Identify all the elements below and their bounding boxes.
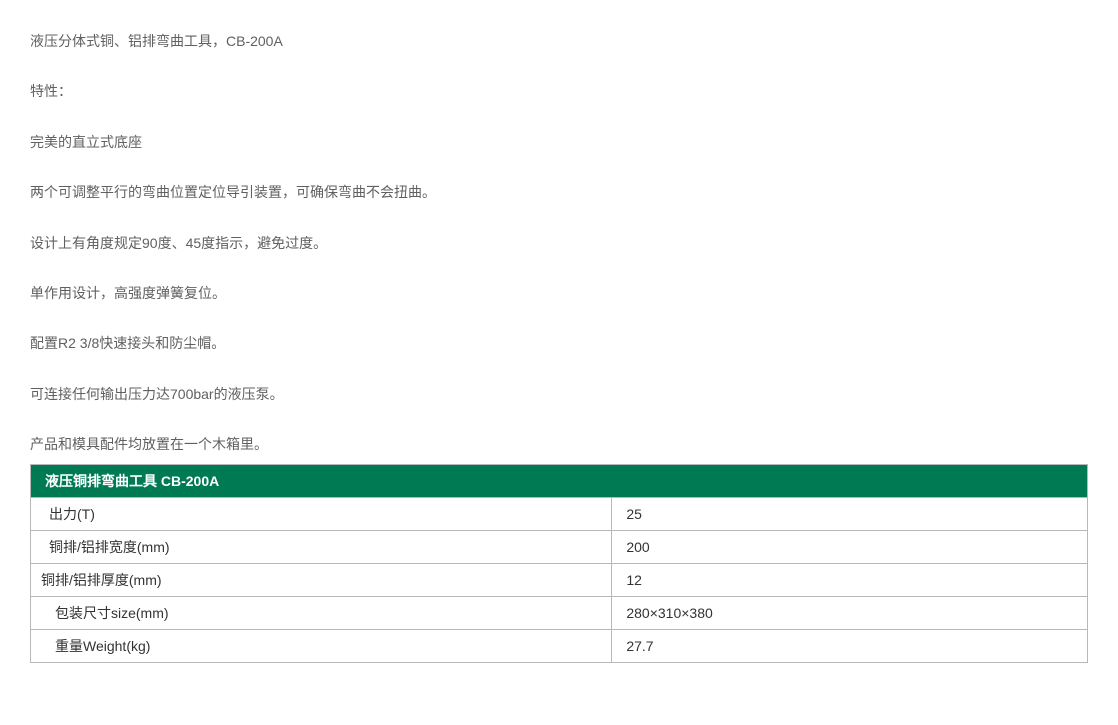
spec-table: 液压铜排弯曲工具 CB-200A 出力(T) 25 铜排/铝排宽度(mm) 20… xyxy=(30,464,1088,663)
table-cell-label: 出力(T) xyxy=(31,497,612,530)
table-cell-value: 12 xyxy=(612,563,1088,596)
table-cell-label: 铜排/铝排宽度(mm) xyxy=(31,530,612,563)
product-description: 液压分体式铜、铝排弯曲工具，CB-200A 特性： 完美的直立式底座 两个可调整… xyxy=(30,30,1088,456)
table-cell-label: 铜排/铝排厚度(mm) xyxy=(31,563,612,596)
desc-line-6: 配置R2 3/8快速接头和防尘帽。 xyxy=(30,332,1088,354)
desc-line-0: 液压分体式铜、铝排弯曲工具，CB-200A xyxy=(30,30,1088,52)
table-row: 出力(T) 25 xyxy=(31,497,1088,530)
table-cell-label: 包装尺寸size(mm) xyxy=(31,596,612,629)
table-cell-value: 280×310×380 xyxy=(612,596,1088,629)
desc-line-8: 产品和模具配件均放置在一个木箱里。 xyxy=(30,433,1088,455)
table-cell-value: 27.7 xyxy=(612,629,1088,662)
desc-line-4: 设计上有角度规定90度、45度指示，避免过度。 xyxy=(30,232,1088,254)
desc-line-5: 单作用设计，高强度弹簧复位。 xyxy=(30,282,1088,304)
desc-line-1: 特性： xyxy=(30,80,1088,102)
desc-line-7: 可连接任何输出压力达700bar的液压泵。 xyxy=(30,383,1088,405)
table-cell-value: 25 xyxy=(612,497,1088,530)
desc-line-3: 两个可调整平行的弯曲位置定位导引装置，可确保弯曲不会扭曲。 xyxy=(30,181,1088,203)
table-cell-label: 重量Weight(kg) xyxy=(31,629,612,662)
table-row: 重量Weight(kg) 27.7 xyxy=(31,629,1088,662)
table-row: 铜排/铝排宽度(mm) 200 xyxy=(31,530,1088,563)
table-row: 包装尺寸size(mm) 280×310×380 xyxy=(31,596,1088,629)
desc-line-2: 完美的直立式底座 xyxy=(30,131,1088,153)
table-header: 液压铜排弯曲工具 CB-200A xyxy=(31,464,1088,497)
table-cell-value: 200 xyxy=(612,530,1088,563)
table-row: 铜排/铝排厚度(mm) 12 xyxy=(31,563,1088,596)
